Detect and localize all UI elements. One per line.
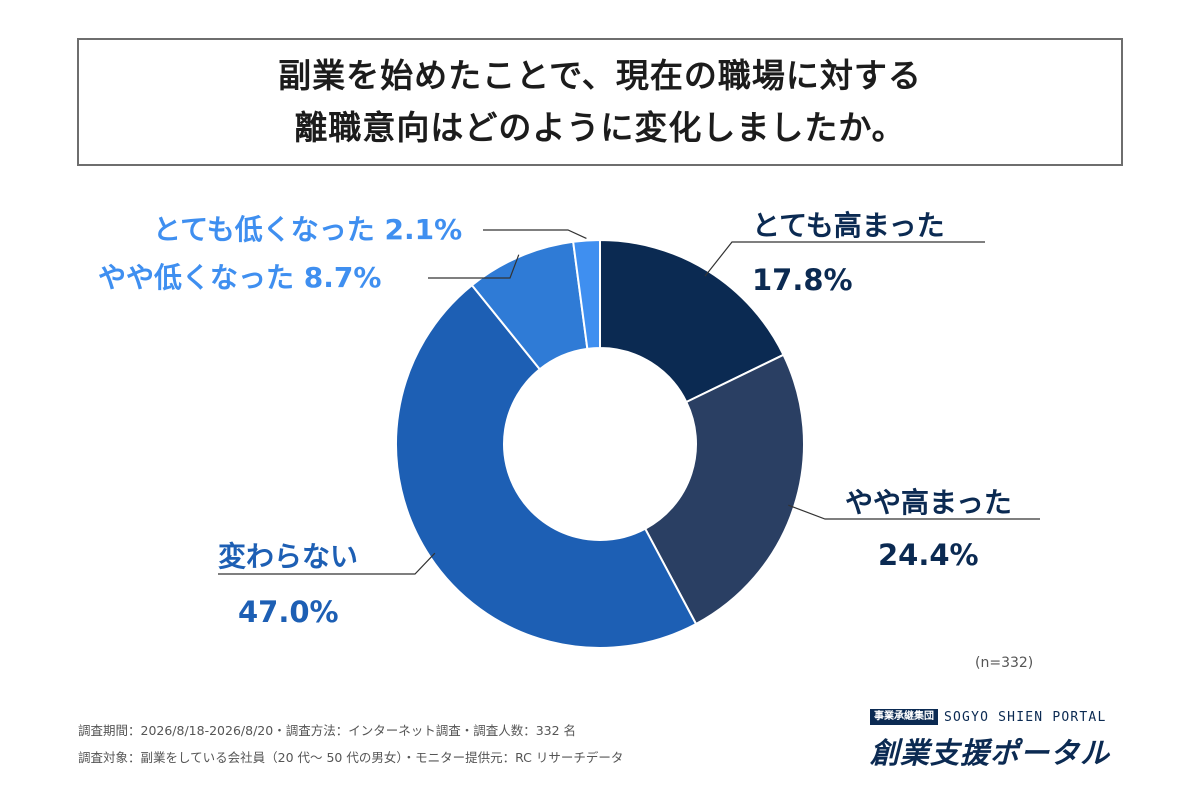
portal-logo: 事業承継集団 SOGYO SHIEN PORTAL 創業支援ポータル (870, 708, 1122, 770)
leader-line-1 (704, 241, 985, 277)
survey-footer-line-2: 調査対象：副業をしている会社員（20 代〜 50 代の男女）・モニター提供元：R… (78, 750, 624, 765)
survey-footer: 調査期間：2026/8/18-2026/8/20・調査方法：インターネット調査・… (78, 717, 623, 771)
slice-label-2: やや高まった (845, 486, 1012, 519)
donut-slice-2 (643, 353, 805, 626)
slice-label-1: とても高まった (752, 209, 945, 242)
sample-size: (n=332) (975, 655, 1034, 671)
slice-label-5: とても低くなった 2.1% (153, 213, 462, 246)
leader-line-5 (483, 229, 587, 239)
logo-english: SOGYO SHIEN PORTAL (944, 709, 1107, 725)
slice-value-2: 24.4% (878, 538, 979, 572)
donut-slice-1 (599, 238, 785, 404)
logo-badge: 事業承継集団 (870, 709, 938, 725)
slice-label-3: 変わらない (218, 540, 358, 573)
donut-slice-3 (395, 283, 698, 649)
donut-slice-5 (572, 238, 601, 350)
leader-line-3 (218, 552, 436, 575)
logo-japanese: 創業支援ポータル (870, 736, 1111, 770)
slice-value-1: 17.8% (752, 263, 853, 297)
leader-line-4 (428, 254, 520, 279)
leader-line-2 (788, 504, 1040, 520)
title-box: 副業を始めたことで、現在の職場に対する 離職意向はどのように変化しましたか。 (77, 38, 1123, 166)
slice-label-4: やや低くなった 8.7% (98, 261, 381, 294)
chart-title-line-1: 副業を始めたことで、現在の職場に対する (278, 56, 922, 95)
survey-footer-line-1: 調査期間：2026/8/18-2026/8/20・調査方法：インターネット調査・… (78, 723, 577, 738)
slice-value-3: 47.0% (238, 595, 339, 629)
chart-title-line-2: 離職意向はどのように変化しましたか。 (294, 108, 906, 147)
